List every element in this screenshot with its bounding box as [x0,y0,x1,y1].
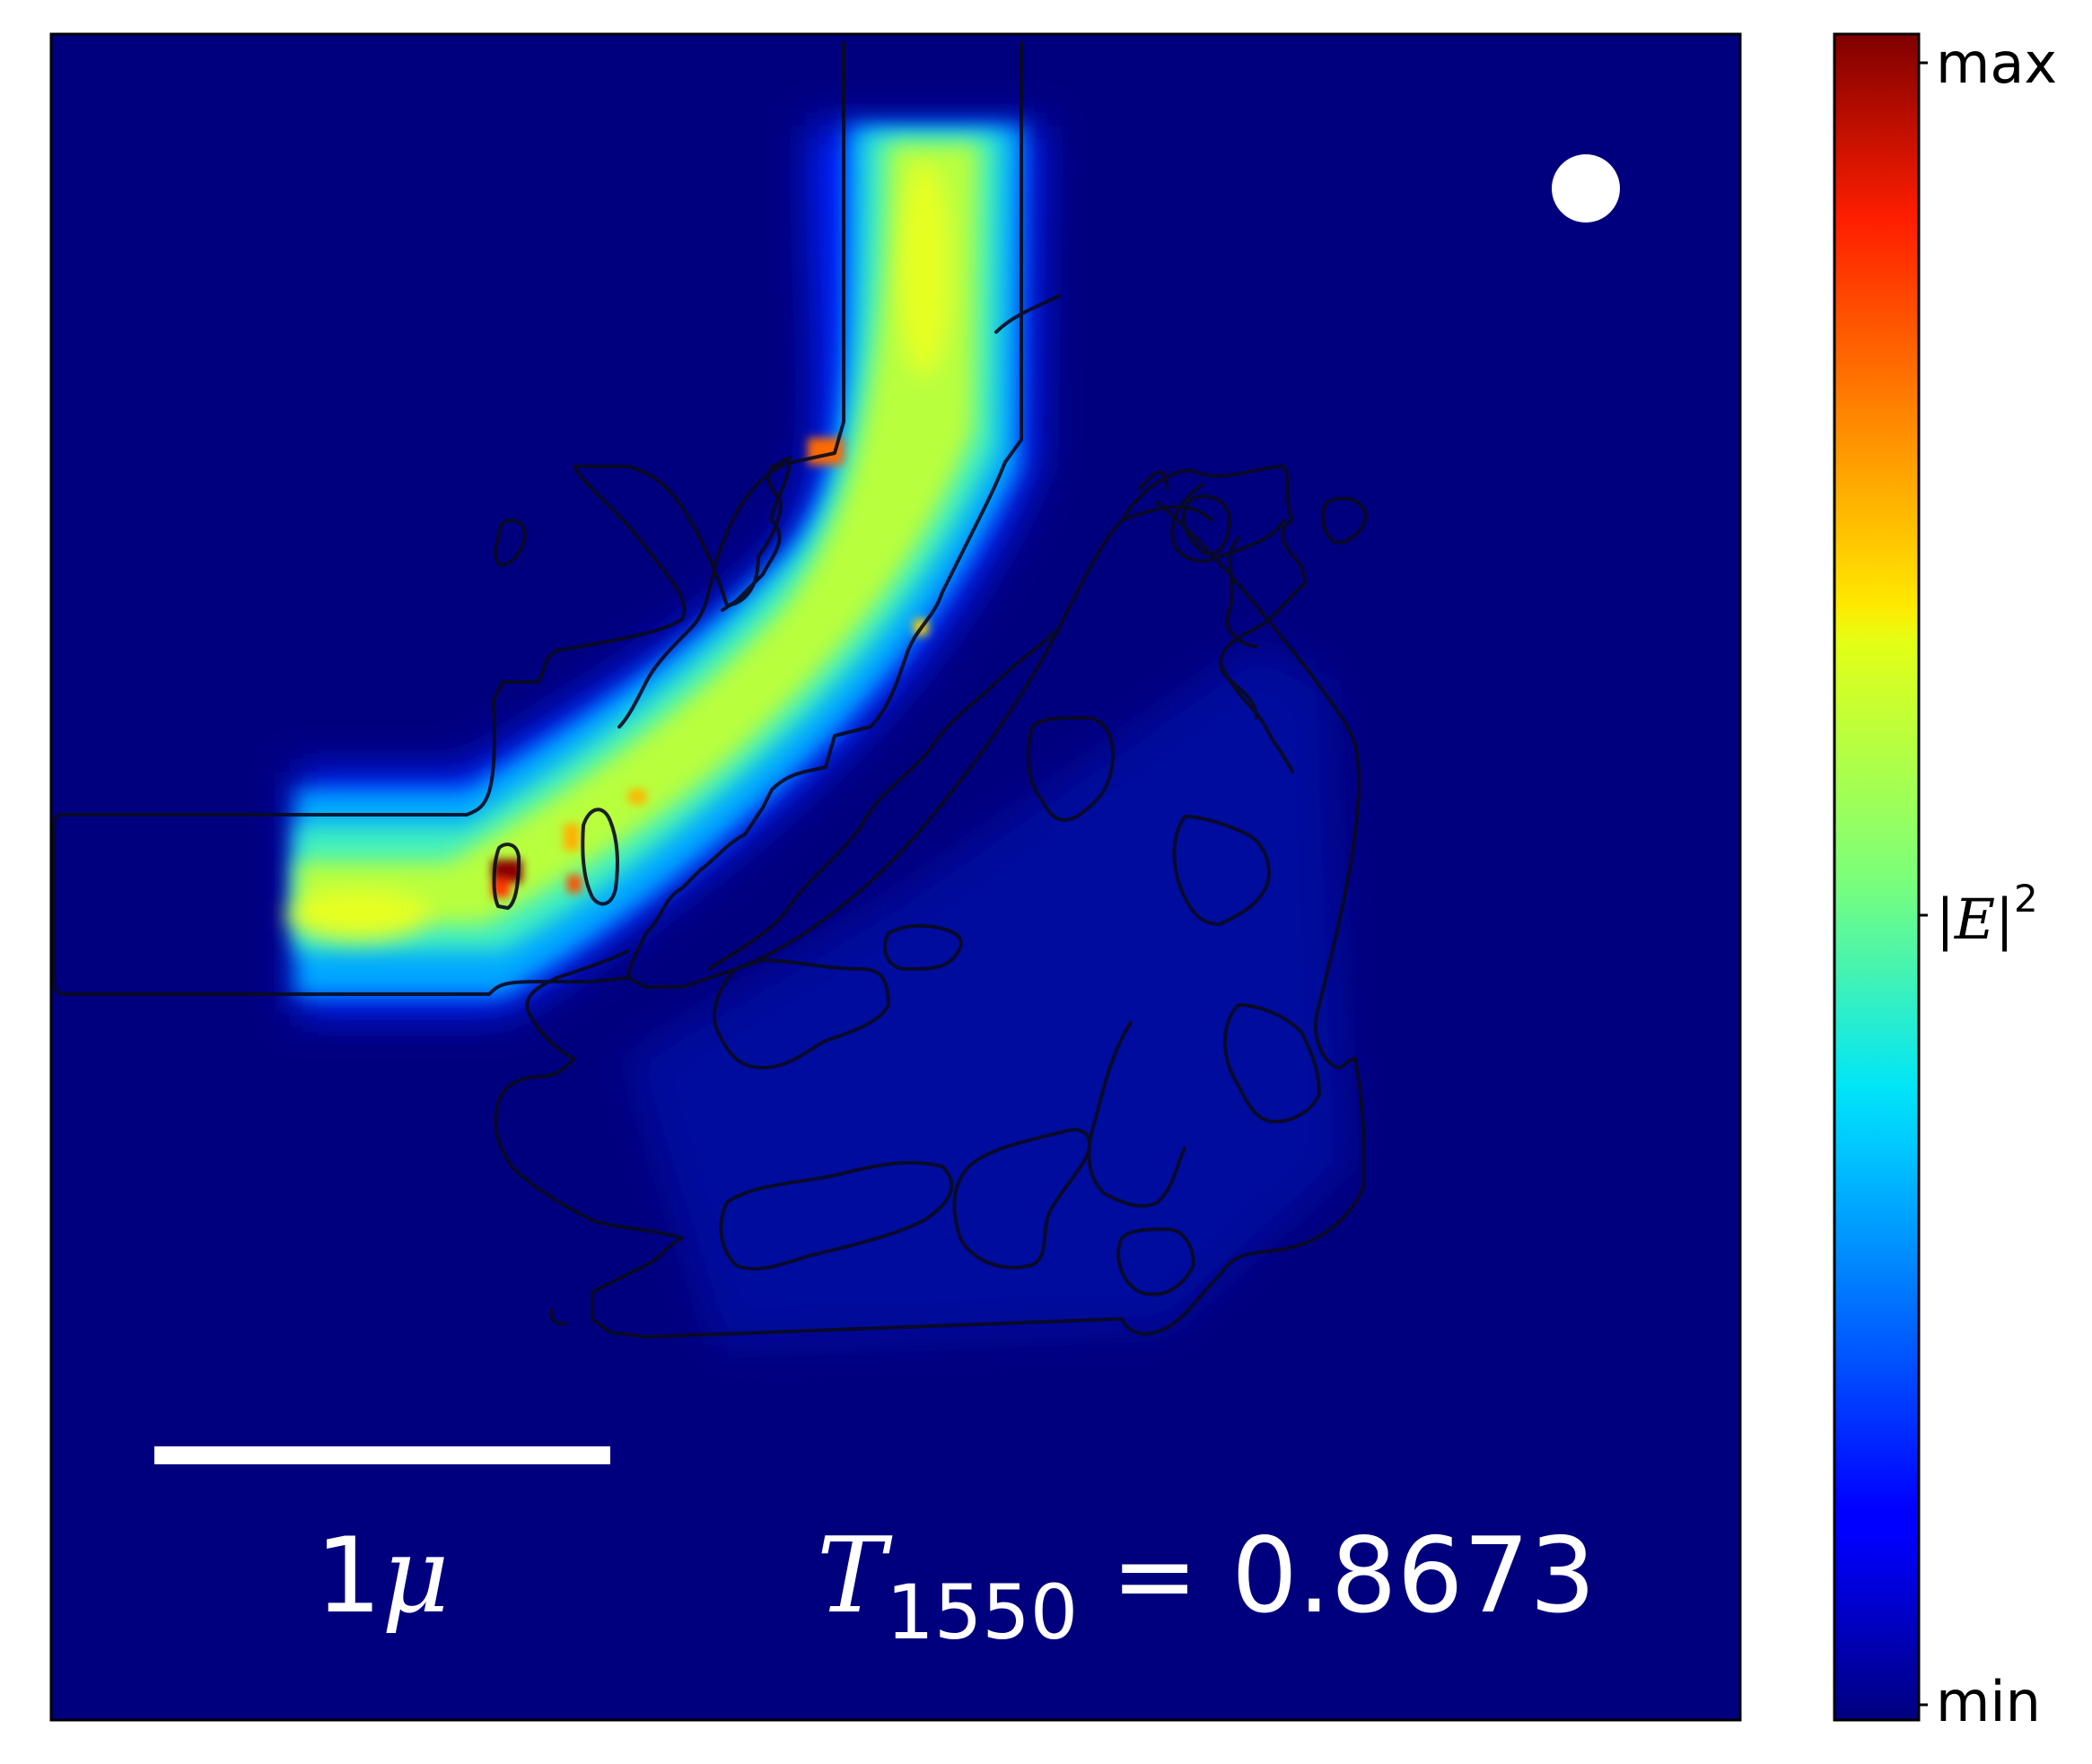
heatmap-plot: 1μ T1550 = 0.8673 [51,34,1740,1720]
colorbar-min-label: min [1936,1669,2041,1734]
faint-field [628,646,1346,1346]
device-contours [52,41,1368,1339]
scale-bar-label: 1μ [315,1515,449,1637]
transmission-equals: = [1078,1515,1231,1637]
transmission-symbol: T [817,1515,893,1637]
colorbar: max |E|2 min [1833,31,2057,1734]
colorbar-gradient [1833,32,1921,1722]
source-marker [1552,154,1620,223]
field-core [287,144,978,940]
transmission-value: 0.8673 [1231,1515,1596,1637]
transmission-annotation: T1550 = 0.8673 [817,1515,1596,1656]
hot-spots [492,438,928,897]
colorbar-max-label: max [1936,31,2057,96]
colorbar-quantity-label: |E|2 [1936,877,2038,952]
scale-bar [154,1446,610,1464]
transmission-subscript: 1550 [886,1568,1078,1656]
plot-frame [49,32,1742,1722]
